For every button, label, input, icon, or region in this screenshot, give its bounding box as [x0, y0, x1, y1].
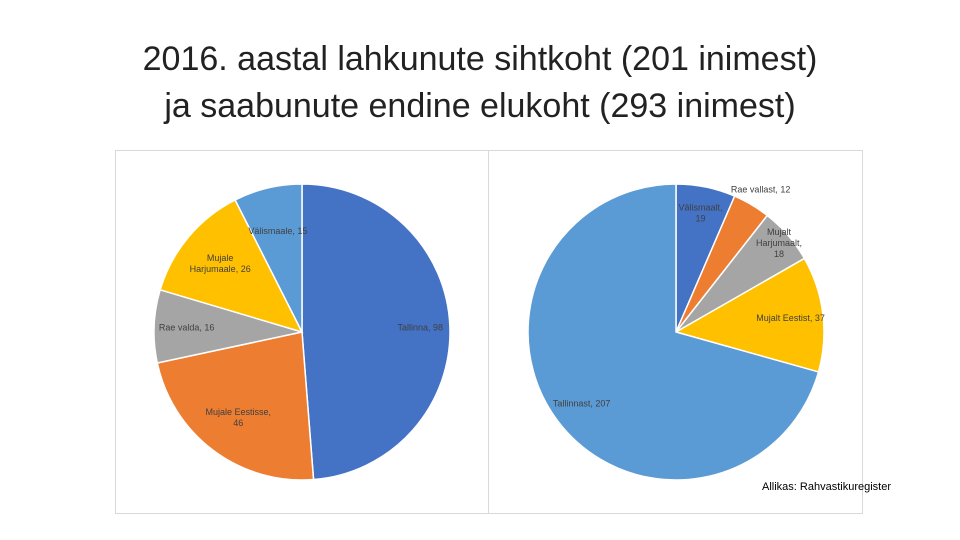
data-label: Rae vallast, 12 — [731, 184, 791, 194]
chart-frame — [488, 150, 863, 514]
data-label: Mujale Harjumaale, 26 — [190, 253, 251, 274]
data-label: Välismaalt, 19 — [679, 203, 723, 224]
pie-slice — [156, 331, 315, 481]
title-line: 2016. aastal lahkunute sihtkoht (201 ini… — [143, 40, 818, 78]
pie-slice — [527, 183, 820, 481]
data-label: Mujalt Harjumaalt, 18 — [756, 227, 802, 259]
data-label: Mujale Eestisse, 46 — [206, 407, 272, 428]
data-label: Mujalt Eestist, 37 — [756, 313, 825, 323]
data-label: Rae valda, 16 — [159, 322, 215, 332]
pie-slice — [674, 257, 825, 373]
title-line: ja saabunute endine elukoht (293 inimest… — [163, 87, 795, 125]
data-label: Tallinna, 98 — [398, 322, 444, 332]
source: Allikas: Rahvastikuregister — [762, 481, 891, 493]
pie-slice — [301, 183, 451, 481]
pie-slice — [159, 198, 304, 334]
pie-slice — [234, 183, 303, 333]
data-label: Välismaale, 15 — [248, 226, 307, 236]
data-label: Tallinnast, 207 — [553, 399, 611, 409]
